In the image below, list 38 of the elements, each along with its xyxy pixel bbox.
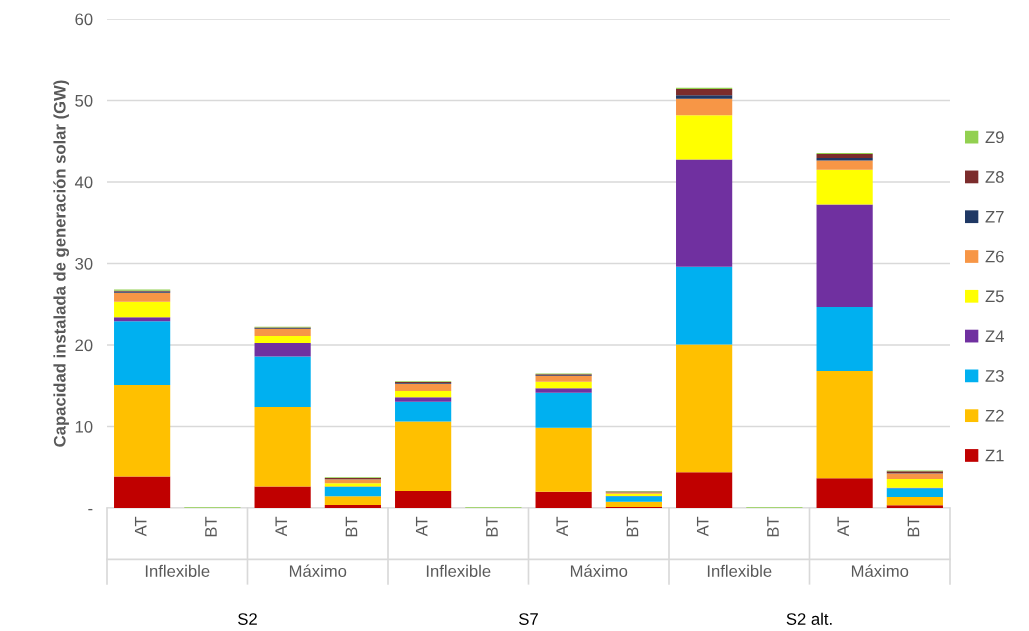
legend-label: Z8 (985, 171, 1004, 183)
text: Inflexible (707, 564, 772, 578)
text: S7 (519, 613, 538, 625)
legend-label: Z3 (985, 370, 1004, 382)
y-tick-label: 60 (75, 13, 93, 26)
y-tick-label: 10 (75, 420, 93, 433)
text: Inflexible (145, 564, 210, 578)
text: Máximo (851, 564, 909, 578)
y-tick-label: 50 (75, 94, 93, 107)
y-axis-title: Capacidad instalada de generación solar (GW) (53, 80, 70, 447)
x-tick-label: BT (486, 516, 498, 537)
legend-label: Z9 (985, 131, 1004, 144)
x-tick-label: AT (556, 516, 568, 537)
x-tick-label: BT (626, 516, 639, 537)
x-tick-label: AT (837, 516, 849, 537)
text: Máximo (289, 564, 347, 578)
x-tick-label: BT (345, 516, 358, 537)
y-tick-label: - (88, 508, 93, 511)
legend-label: Z6 (985, 250, 1004, 263)
y-tick-label: 30 (75, 257, 93, 270)
text: S2 (238, 613, 257, 625)
legend-label: Z1 (985, 449, 1004, 462)
legend-label: Z4 (985, 330, 1004, 342)
y-tick-label: 40 (74, 176, 93, 189)
legend-label: Z7 (985, 211, 1004, 223)
text: Inflexible (426, 564, 491, 578)
legend-label: Z5 (985, 290, 1004, 303)
x-tick-label: BT (205, 516, 217, 537)
legend-label: Z2 (985, 409, 1004, 422)
x-tick-label: BT (907, 516, 920, 537)
x-tick-label: AT (134, 516, 147, 537)
y-tick-label: 20 (75, 339, 93, 352)
x-tick-label: AT (415, 516, 428, 537)
text: Máximo (570, 564, 628, 578)
x-tick-label: AT (275, 516, 287, 537)
text: S2 alt. (786, 612, 832, 625)
x-tick-label: BT (767, 516, 779, 537)
x-tick-label: AT (696, 516, 709, 537)
